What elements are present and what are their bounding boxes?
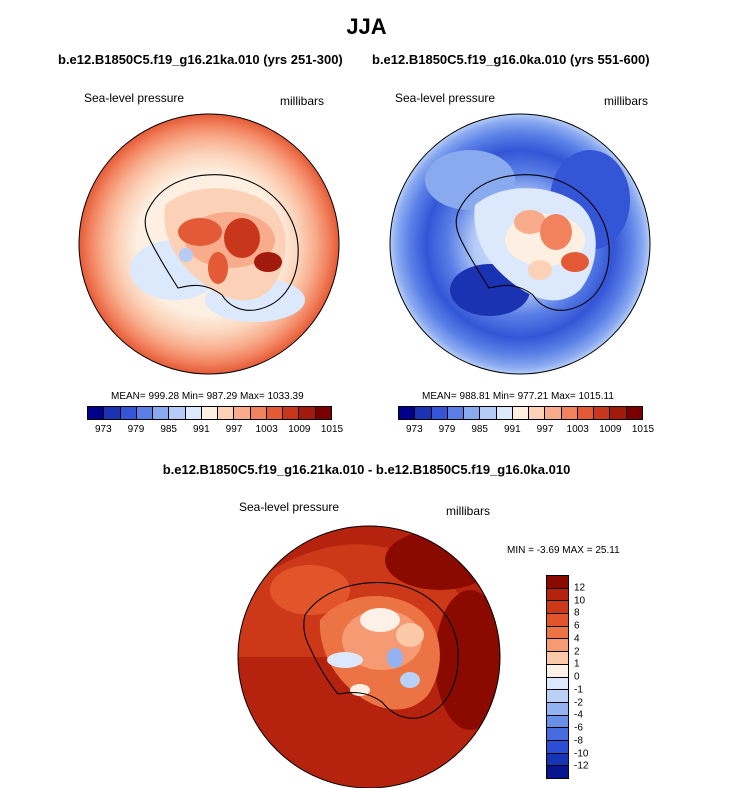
panel-2-colorbar-tick-label: 1009 xyxy=(599,424,622,435)
difference-colorbar-swatch xyxy=(547,588,568,602)
panel-2-field-label: Sea-level pressure xyxy=(395,91,496,105)
panel-2-colorbar-swatch xyxy=(610,407,627,419)
difference-colorbar-tick-label: -1 xyxy=(574,684,583,696)
panel-1-colorbar-tick-label: 997 xyxy=(225,424,243,435)
difference-colorbar-swatch xyxy=(547,715,568,729)
panel-1-case-title: b.e12.B1850C5.f19_g16.21ka.010 (yrs 251-… xyxy=(58,52,343,67)
panel-1-colorbar-swatch xyxy=(218,407,235,419)
difference-field-label: Sea-level pressure xyxy=(239,500,340,514)
difference-colorbar-tick-label: 12 xyxy=(574,582,586,594)
panel-2-units-label: millibars xyxy=(604,94,649,108)
difference-colorbar-swatch xyxy=(547,614,568,627)
difference-colorbar-swatch xyxy=(547,753,568,767)
panel-2-case-title: b.e12.B1850C5.f19_g16.0ka.010 (yrs 551-6… xyxy=(372,52,650,67)
panel-1-colorbar-tick-label: 985 xyxy=(160,424,177,435)
difference-colorbar-swatch xyxy=(547,576,568,589)
panel-2-colorbar-tick-label: 1015 xyxy=(631,424,655,435)
difference-colorbar-tick-label: -2 xyxy=(574,697,583,708)
difference-colorbar-swatch xyxy=(547,766,568,778)
difference-colorbar-swatch xyxy=(547,652,568,665)
panel-2-colorbar-swatch xyxy=(431,407,448,419)
panel-1-colorbar-tick-label: 1003 xyxy=(255,424,278,435)
panel-2-colorbar-tick-label: 1003 xyxy=(566,424,589,435)
panel-2-colorbar-swatch xyxy=(561,407,578,419)
panel-1-colorbar-tick-label: 979 xyxy=(127,424,145,435)
panel-2-colorbar-swatch xyxy=(464,407,481,419)
panel-1-colorbar-tick-label: 991 xyxy=(192,424,210,435)
panel-1-colorbar-tick-label: 1009 xyxy=(288,424,311,435)
difference-colorbar-tick-label: 6 xyxy=(574,620,580,632)
panel-2-colorbar-tick-label: 979 xyxy=(438,424,456,435)
panel-2-colorbar-swatch xyxy=(480,407,497,419)
panel-1-colorbar-tick-label: 973 xyxy=(94,424,112,435)
panel-2-colorbar-tick-label: 985 xyxy=(471,424,488,435)
panel-2-colorbar-tick-label: 997 xyxy=(536,424,554,435)
panel-2-colorbar-swatch xyxy=(512,407,530,419)
difference-colorbar-swatch xyxy=(547,702,568,716)
panel-1-colorbar-swatch xyxy=(185,407,202,419)
difference-colorbar-tick-label: 4 xyxy=(574,633,580,645)
panel-2-colorbar-swatch xyxy=(447,407,465,419)
panel-1-stats: MEAN= 999.28 Min= 987.29 Max= 1033.39 xyxy=(111,391,304,402)
difference-colorbar-swatch xyxy=(547,677,568,691)
panel-1-colorbar-swatch xyxy=(234,407,251,419)
difference-colorbar-tick-label: 2 xyxy=(574,646,580,657)
difference-colorbar-tick-label: -8 xyxy=(574,735,583,747)
difference-colorbar-labels: 12 10 8 6 4 2 1 0 -1 -2 -4 -6 -8 -10 -12 xyxy=(574,575,604,779)
figure-title: JJA xyxy=(346,14,387,39)
panel-1-colorbar-swatch xyxy=(201,407,219,419)
panel-2-colorbar-tick-label: 991 xyxy=(503,424,521,435)
difference-colorbar-swatch xyxy=(547,728,568,741)
difference-colorbar-tick-label: 0 xyxy=(574,671,580,683)
panel-2-colorbar-labels: 973 979 985 991 997 1003 1009 1015 xyxy=(398,424,654,438)
difference-stats: MIN = -3.69 MAX = 25.11 xyxy=(507,545,620,556)
difference-colorbar-swatch xyxy=(547,690,568,703)
panel-1-colorbar-swatch xyxy=(299,407,316,419)
difference-colorbar-swatch xyxy=(547,639,568,653)
panel-1-colorbar-swatch xyxy=(136,407,154,419)
difference-colorbar-tick-label: -4 xyxy=(574,709,583,721)
panel-1-colorbar-swatch xyxy=(120,407,137,419)
difference-colorbar xyxy=(546,575,569,779)
panel-1-colorbar-swatch xyxy=(315,407,331,419)
difference-units-label: millibars xyxy=(446,504,491,518)
panel-2-colorbar-swatch xyxy=(415,407,432,419)
panel-1-colorbar-labels: 973 979 985 991 997 1003 1009 1015 xyxy=(87,424,343,438)
panel-2-colorbar-swatch xyxy=(529,407,546,419)
panel-2-colorbar-swatch xyxy=(626,407,642,419)
panel-2-colorbar-swatch xyxy=(399,407,416,419)
difference-title: b.e12.B1850C5.f19_g16.21ka.010 - b.e12.B… xyxy=(162,462,571,477)
panel-1-colorbar-swatch xyxy=(266,407,284,419)
difference-colorbar-tick-label: -12 xyxy=(574,760,589,772)
difference-colorbar-swatch xyxy=(547,664,568,678)
panel-1-units-label: millibars xyxy=(280,94,325,108)
panel-1-colorbar-swatch xyxy=(104,407,121,419)
difference-colorbar-tick-label: -6 xyxy=(574,722,583,734)
panel-1-colorbar xyxy=(87,406,332,420)
panel-2-colorbar xyxy=(398,406,643,420)
panel-1-colorbar-swatch xyxy=(88,407,105,419)
panel-2-colorbar-tick-label: 973 xyxy=(405,424,423,435)
panel-2-stats: MEAN= 988.81 Min= 977.21 Max= 1015.11 xyxy=(422,391,614,402)
panel-2-colorbar-swatch xyxy=(545,407,562,419)
panel-1-field-label: Sea-level pressure xyxy=(84,91,185,105)
difference-colorbar-swatch xyxy=(547,626,568,640)
panel-1-colorbar-swatch xyxy=(283,407,300,419)
difference-colorbar-tick-label: 10 xyxy=(574,595,586,606)
difference-colorbar-swatch xyxy=(547,601,568,615)
difference-colorbar-tick-label: 1 xyxy=(574,658,580,670)
difference-colorbar-swatch xyxy=(547,740,568,754)
panel-1-colorbar-swatch xyxy=(250,407,267,419)
panel-2-colorbar-swatch xyxy=(594,407,611,419)
difference-colorbar-tick-label: -10 xyxy=(574,748,589,759)
panel-2-colorbar-swatch xyxy=(496,407,513,419)
panel-2-colorbar-swatch xyxy=(577,407,595,419)
panel-1-colorbar-swatch xyxy=(169,407,186,419)
panel-1-colorbar-swatch xyxy=(153,407,170,419)
panel-1-colorbar-tick-label: 1015 xyxy=(320,424,344,435)
difference-colorbar-tick-label: 8 xyxy=(574,607,580,619)
